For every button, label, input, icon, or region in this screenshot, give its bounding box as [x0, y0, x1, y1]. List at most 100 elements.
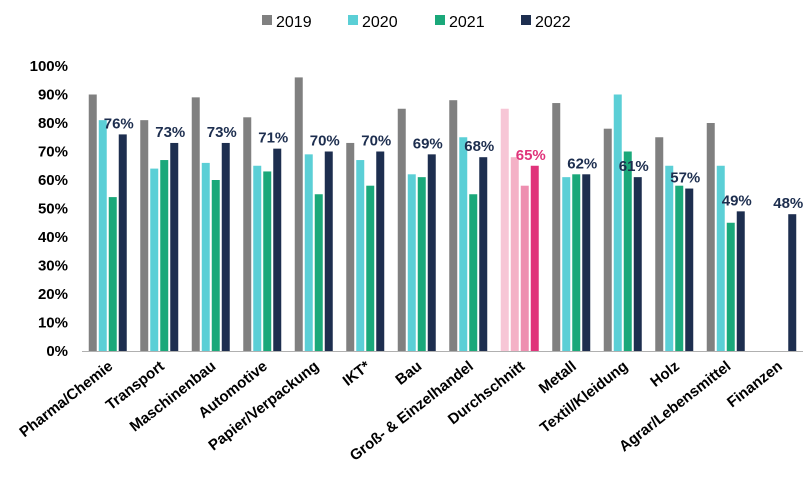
bar-transport-2021 [160, 160, 169, 351]
bar-holz-2022 [685, 188, 694, 351]
bar-holz-2020 [665, 165, 674, 351]
data-label-durchschnitt: 65% [516, 147, 546, 164]
bar-holz-2019 [655, 137, 664, 351]
bar-agrar-lebensmittel-2020 [716, 165, 725, 351]
bar-transport-2019 [140, 120, 149, 352]
bar-bau-2020 [407, 174, 416, 351]
bar-durchschnitt-2020 [510, 157, 519, 351]
bar-agrar-lebensmittel-2022 [736, 211, 745, 351]
data-label-pharma-chemie: 76% [104, 115, 134, 132]
data-label-papier-verpackung: 70% [310, 133, 340, 150]
bar-metall-2021 [572, 174, 581, 351]
legend-swatch-2021 [435, 15, 445, 25]
bar-textil-kleidung-2019 [603, 128, 612, 351]
category-label-ikt: IKT* [340, 358, 374, 390]
legend-label-2022: 2022 [535, 14, 571, 31]
bar-papier-verpackung-2019 [294, 77, 303, 352]
bar-metall-2019 [552, 103, 561, 351]
bar-textil-kleidung-2021 [623, 151, 632, 351]
legend-swatch-2020 [348, 15, 358, 25]
bar-bau-2019 [397, 108, 406, 351]
legend-label-2020: 2020 [362, 14, 398, 31]
y-tick-label: 10% [38, 315, 68, 332]
data-labels: 76% 73% 73% 71% 70% 70% 69% 68% 65% 62% 61% 57% 49% 4… [104, 115, 804, 212]
x-axis: Pharma/ChemieTransportMaschinenbauAutomo… [16, 351, 803, 465]
bar-papier-verpackung-2022 [324, 151, 333, 351]
bar-transport-2020 [150, 168, 159, 351]
bars [88, 77, 797, 352]
category-label-metall: Metall [536, 358, 580, 398]
bar-textil-kleidung-2020 [613, 94, 622, 351]
y-tick-label: 90% [38, 87, 68, 104]
bar-automotive-2020 [253, 165, 262, 351]
data-label-maschinenbau: 73% [207, 124, 237, 141]
category-label-maschinenbau: Maschinenbau [127, 358, 220, 436]
bar-pharma-chemie-2022 [118, 134, 127, 351]
y-tick-label: 40% [38, 229, 68, 246]
data-label-agrar-lebensmittel: 49% [722, 192, 752, 209]
data-label-automotive: 71% [258, 130, 288, 147]
data-label-gro-einzelhandel: 68% [464, 138, 494, 155]
bar-durchschnitt-2021 [520, 185, 529, 351]
y-tick-label: 20% [38, 286, 68, 303]
data-label-bau: 69% [413, 135, 443, 152]
bar-bau-2022 [427, 154, 436, 351]
bar-ikt-2021 [366, 185, 375, 351]
bar-gro-einzelhandel-2019 [449, 100, 458, 351]
data-label-transport: 73% [155, 124, 185, 141]
category-label-finanzen: Finanzen [724, 358, 786, 411]
legend-swatch-2022 [521, 15, 531, 25]
y-tick-label: 100% [30, 58, 68, 75]
bar-agrar-lebensmittel-2021 [726, 222, 735, 351]
bar-automotive-2022 [273, 148, 282, 351]
bar-maschinenbau-2019 [191, 97, 200, 351]
y-tick-label: 0% [46, 343, 68, 360]
bar-metall-2020 [562, 177, 571, 351]
bar-pharma-chemie-2021 [108, 197, 117, 351]
legend: 2019 2020 2021 2022 [262, 14, 571, 31]
bar-pharma-chemie-2019 [88, 94, 97, 351]
bar-agrar-lebensmittel-2019 [706, 123, 715, 351]
bar-durchschnitt-2019 [500, 108, 509, 351]
category-label-bau: Bau [392, 358, 425, 389]
bar-metall-2022 [582, 174, 591, 351]
bar-transport-2022 [170, 142, 179, 351]
category-label-textil-kleidung: Textil/Kleidung [537, 358, 631, 437]
bar-durchschnitt-2022 [530, 165, 539, 351]
bar-gro-einzelhandel-2022 [479, 157, 488, 351]
data-label-holz: 57% [670, 170, 700, 187]
bar-automotive-2019 [243, 117, 252, 351]
legend-swatch-2019 [262, 15, 272, 25]
y-tick-label: 30% [38, 258, 68, 275]
category-label-pharma-chemie: Pharma/Chemie [16, 358, 116, 441]
bar-gro-einzelhandel-2020 [459, 137, 468, 351]
bar-bau-2021 [417, 177, 426, 351]
y-tick-label: 70% [38, 144, 68, 161]
legend-label-2019: 2019 [276, 14, 312, 31]
bar-holz-2021 [675, 185, 684, 351]
y-tick-label: 60% [38, 172, 68, 189]
legend-label-2021: 2021 [449, 14, 485, 31]
bar-textil-kleidung-2022 [633, 177, 642, 351]
bar-papier-verpackung-2020 [304, 154, 313, 351]
data-label-metall: 62% [567, 155, 597, 172]
bar-ikt-2022 [376, 151, 385, 351]
category-label-holz: Holz [647, 358, 682, 391]
y-axis: 0% 10% 20% 30% 40% 50% 60% 70% 80% 90% 100% [30, 58, 68, 360]
bar-papier-verpackung-2021 [314, 194, 323, 351]
bar-maschinenbau-2022 [221, 142, 230, 351]
bar-pharma-chemie-2020 [98, 120, 107, 352]
bar-gro-einzelhandel-2021 [469, 194, 478, 351]
data-label-finanzen: 48% [773, 195, 803, 212]
data-label-ikt: 70% [361, 133, 391, 150]
y-tick-label: 50% [38, 201, 68, 218]
bar-ikt-2019 [346, 142, 355, 351]
bar-maschinenbau-2020 [201, 162, 210, 351]
y-tick-label: 80% [38, 115, 68, 132]
bar-ikt-2020 [356, 160, 365, 351]
bar-automotive-2021 [263, 171, 272, 351]
bar-finanzen-2022 [788, 214, 797, 351]
data-label-textil-kleidung: 61% [619, 158, 649, 175]
bar-maschinenbau-2021 [211, 180, 220, 351]
